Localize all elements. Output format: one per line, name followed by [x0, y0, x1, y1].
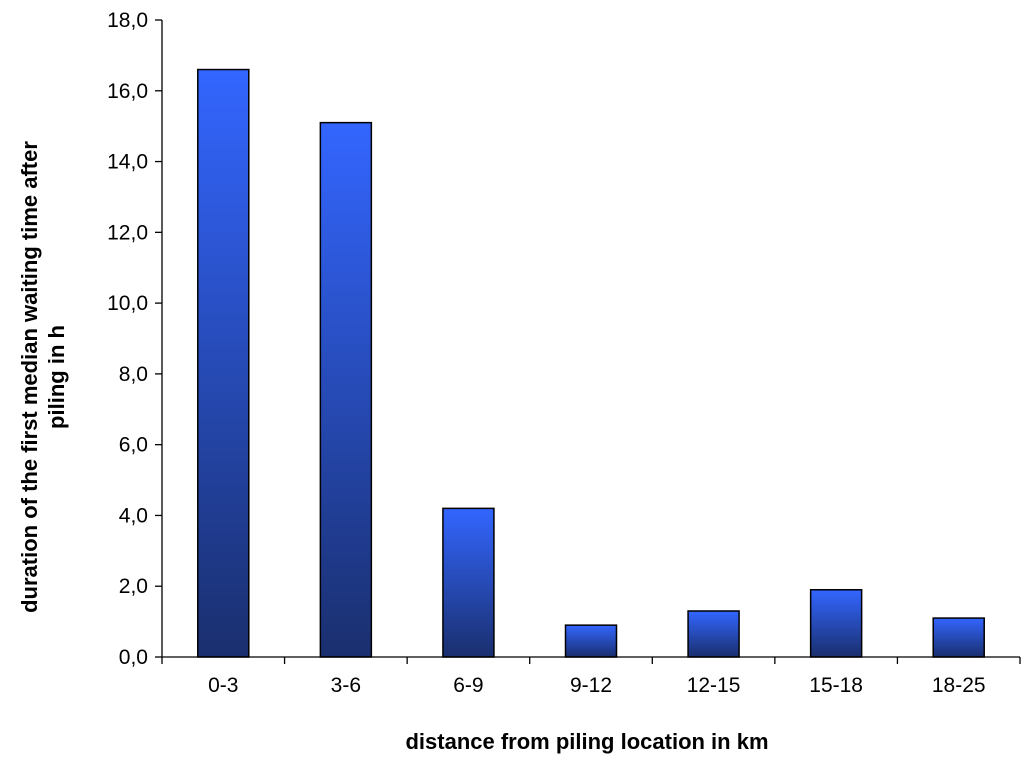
y-tick-label: 8,0 [119, 363, 148, 386]
x-axis-title: distance from piling location in km [405, 729, 768, 754]
y-tick-label: 14,0 [107, 151, 148, 174]
bar-12-15 [687, 610, 740, 658]
y-axis-title: duration of the first median waiting tim… [17, 141, 69, 613]
y-axis-title-line-2: piling in h [44, 325, 69, 429]
x-tick-label: 6-9 [453, 674, 483, 697]
bar-3-6 [319, 121, 373, 658]
x-tick-label: 3-6 [331, 674, 361, 697]
bars [197, 68, 985, 658]
y-tick-label: 18,0 [107, 9, 148, 32]
y-tick-label: 16,0 [107, 80, 148, 103]
y-tick-label: 4,0 [119, 504, 148, 527]
bar-0-3 [197, 68, 250, 658]
y-tick-label: 0,0 [119, 646, 148, 669]
y-tick-label: 6,0 [119, 434, 148, 457]
y-axis-ticks: 0,0 2,0 4,0 6,0 8,0 10,0 12,0 14,0 16,0 18,0 [107, 9, 162, 669]
bar-9-12 [564, 624, 618, 658]
bar-18-25 [932, 617, 985, 658]
y-tick-label: 2,0 [119, 575, 148, 598]
x-tick-label: 0-3 [208, 674, 238, 697]
x-tick-label: 15-18 [809, 674, 863, 697]
x-tick-label: 12-15 [687, 674, 741, 697]
y-tick-label: 12,0 [107, 221, 148, 244]
y-axis-title-line-1: duration of the first median waiting tim… [17, 141, 42, 613]
x-axis-ticks: 0-3 3-6 6-9 9-12 12-15 15-18 18-25 [161, 657, 1021, 697]
x-tick-label: 9-12 [570, 674, 612, 697]
bar-6-9 [442, 507, 495, 658]
bar-15-18 [809, 589, 863, 658]
x-tick-label: 18-25 [932, 674, 986, 697]
y-tick-label: 10,0 [107, 292, 148, 315]
